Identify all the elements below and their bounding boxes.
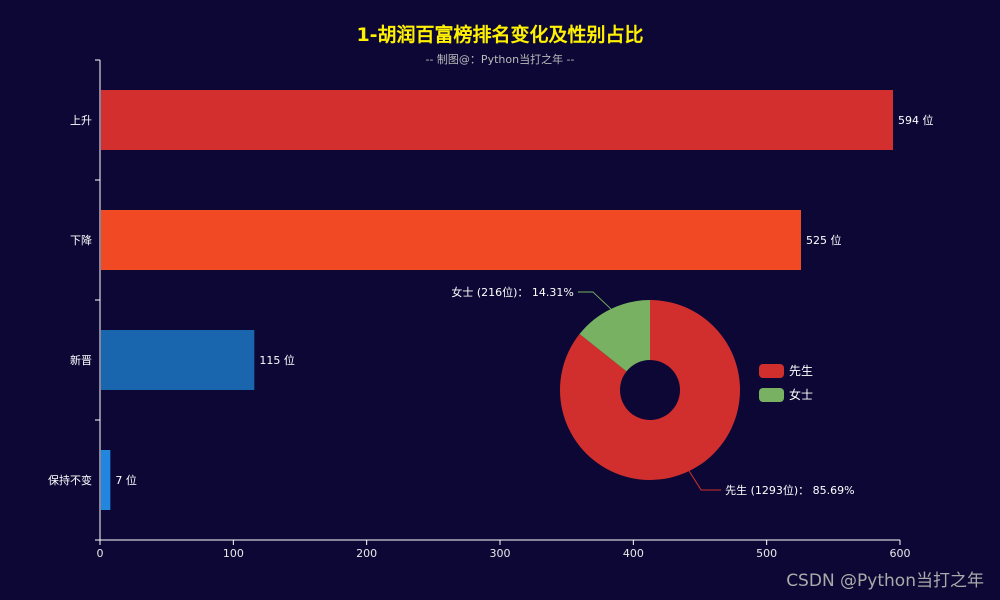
chart-subtitle: -- 制图@：Python当打之年 -- [425,53,575,66]
pie-leader-line [688,470,722,491]
y-axis-category-label: 保持不变 [48,473,92,487]
bar[interactable] [101,330,255,390]
chart-title: 1-胡润百富榜排名变化及性别占比 [356,24,644,46]
legend-swatch[interactable] [759,364,784,378]
y-axis-category-label: 新晋 [70,353,92,367]
y-axis-category-label: 上升 [70,114,92,127]
legend-swatch[interactable] [759,388,784,402]
x-axis-tick-label: 400 [623,547,644,560]
bar-value-label: 525 位 [806,233,842,247]
bar[interactable] [101,450,111,510]
x-axis-tick-label: 600 [890,547,911,560]
bar-value-label: 7 位 [115,473,137,487]
x-axis-tick-label: 200 [356,547,377,560]
x-axis-tick-label: 500 [756,547,777,560]
bar-value-label: 115 位 [259,353,295,367]
pie-data-label: 女士 (216位)： 14.31% [451,285,574,299]
x-axis-tick-label: 0 [97,547,104,560]
watermark: CSDN @Python当打之年 [786,571,984,591]
y-axis-category-label: 下降 [70,233,92,247]
pie-data-label: 先生 (1293位)： 85.69% [725,483,855,497]
x-axis-tick-label: 100 [223,547,244,560]
pie-leader-line [577,291,612,310]
legend-label[interactable]: 女士 [789,387,813,402]
x-axis-tick-label: 300 [490,547,511,560]
bar-value-label: 594 位 [898,113,934,127]
pie-slice[interactable] [560,300,741,480]
bar[interactable] [101,90,893,150]
pie-slice[interactable] [579,300,650,372]
legend-label[interactable]: 先生 [789,364,813,378]
bar[interactable] [101,210,801,270]
